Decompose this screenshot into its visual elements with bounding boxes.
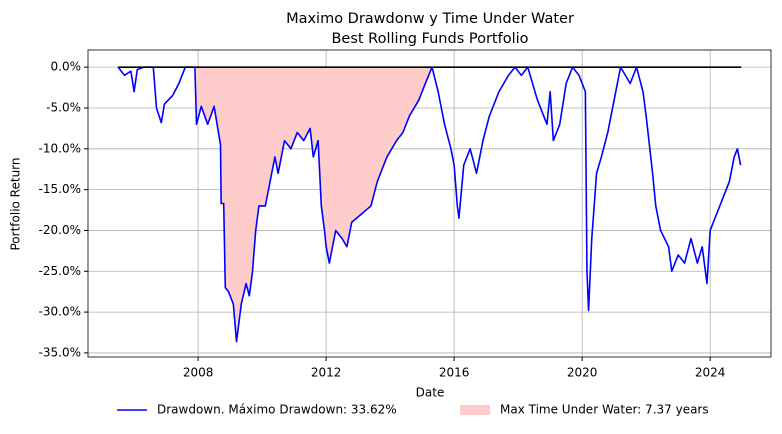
- plot-frame: [87, 49, 772, 358]
- chart-subtitle: Best Rolling Funds Portfolio: [331, 31, 528, 47]
- y-tick-label: -25.0%: [39, 264, 81, 278]
- y-axis-label: Portfolio Return: [9, 158, 23, 251]
- y-tick-label: -15.0%: [39, 182, 81, 196]
- y-tick-label: -30.0%: [39, 305, 81, 319]
- y-tick-label: -20.0%: [39, 223, 81, 237]
- y-tick-label: -5.0%: [46, 100, 81, 114]
- legend-label: Drawdown. Máximo Drawdown: 33.62%: [157, 403, 397, 417]
- x-tick-label: 2008: [183, 366, 214, 380]
- y-tick-label: -10.0%: [39, 141, 81, 155]
- legend-swatch: [460, 405, 490, 415]
- x-axis-label: Date: [416, 386, 445, 400]
- x-tick-label: 2020: [567, 366, 598, 380]
- x-tick-label: 2016: [439, 366, 470, 380]
- y-tick-label: -35.0%: [39, 345, 81, 359]
- time-under-water-area: [196, 67, 433, 342]
- x-tick-label: 2012: [311, 366, 342, 380]
- drawdown-line: [117, 66, 742, 343]
- legend-label: Max Time Under Water: 7.37 years: [500, 403, 709, 417]
- y-tick-label: 0.0%: [51, 60, 82, 74]
- chart-title: Maximo Drawdonw y Time Under Water: [286, 11, 574, 27]
- x-tick-label: 2024: [695, 366, 726, 380]
